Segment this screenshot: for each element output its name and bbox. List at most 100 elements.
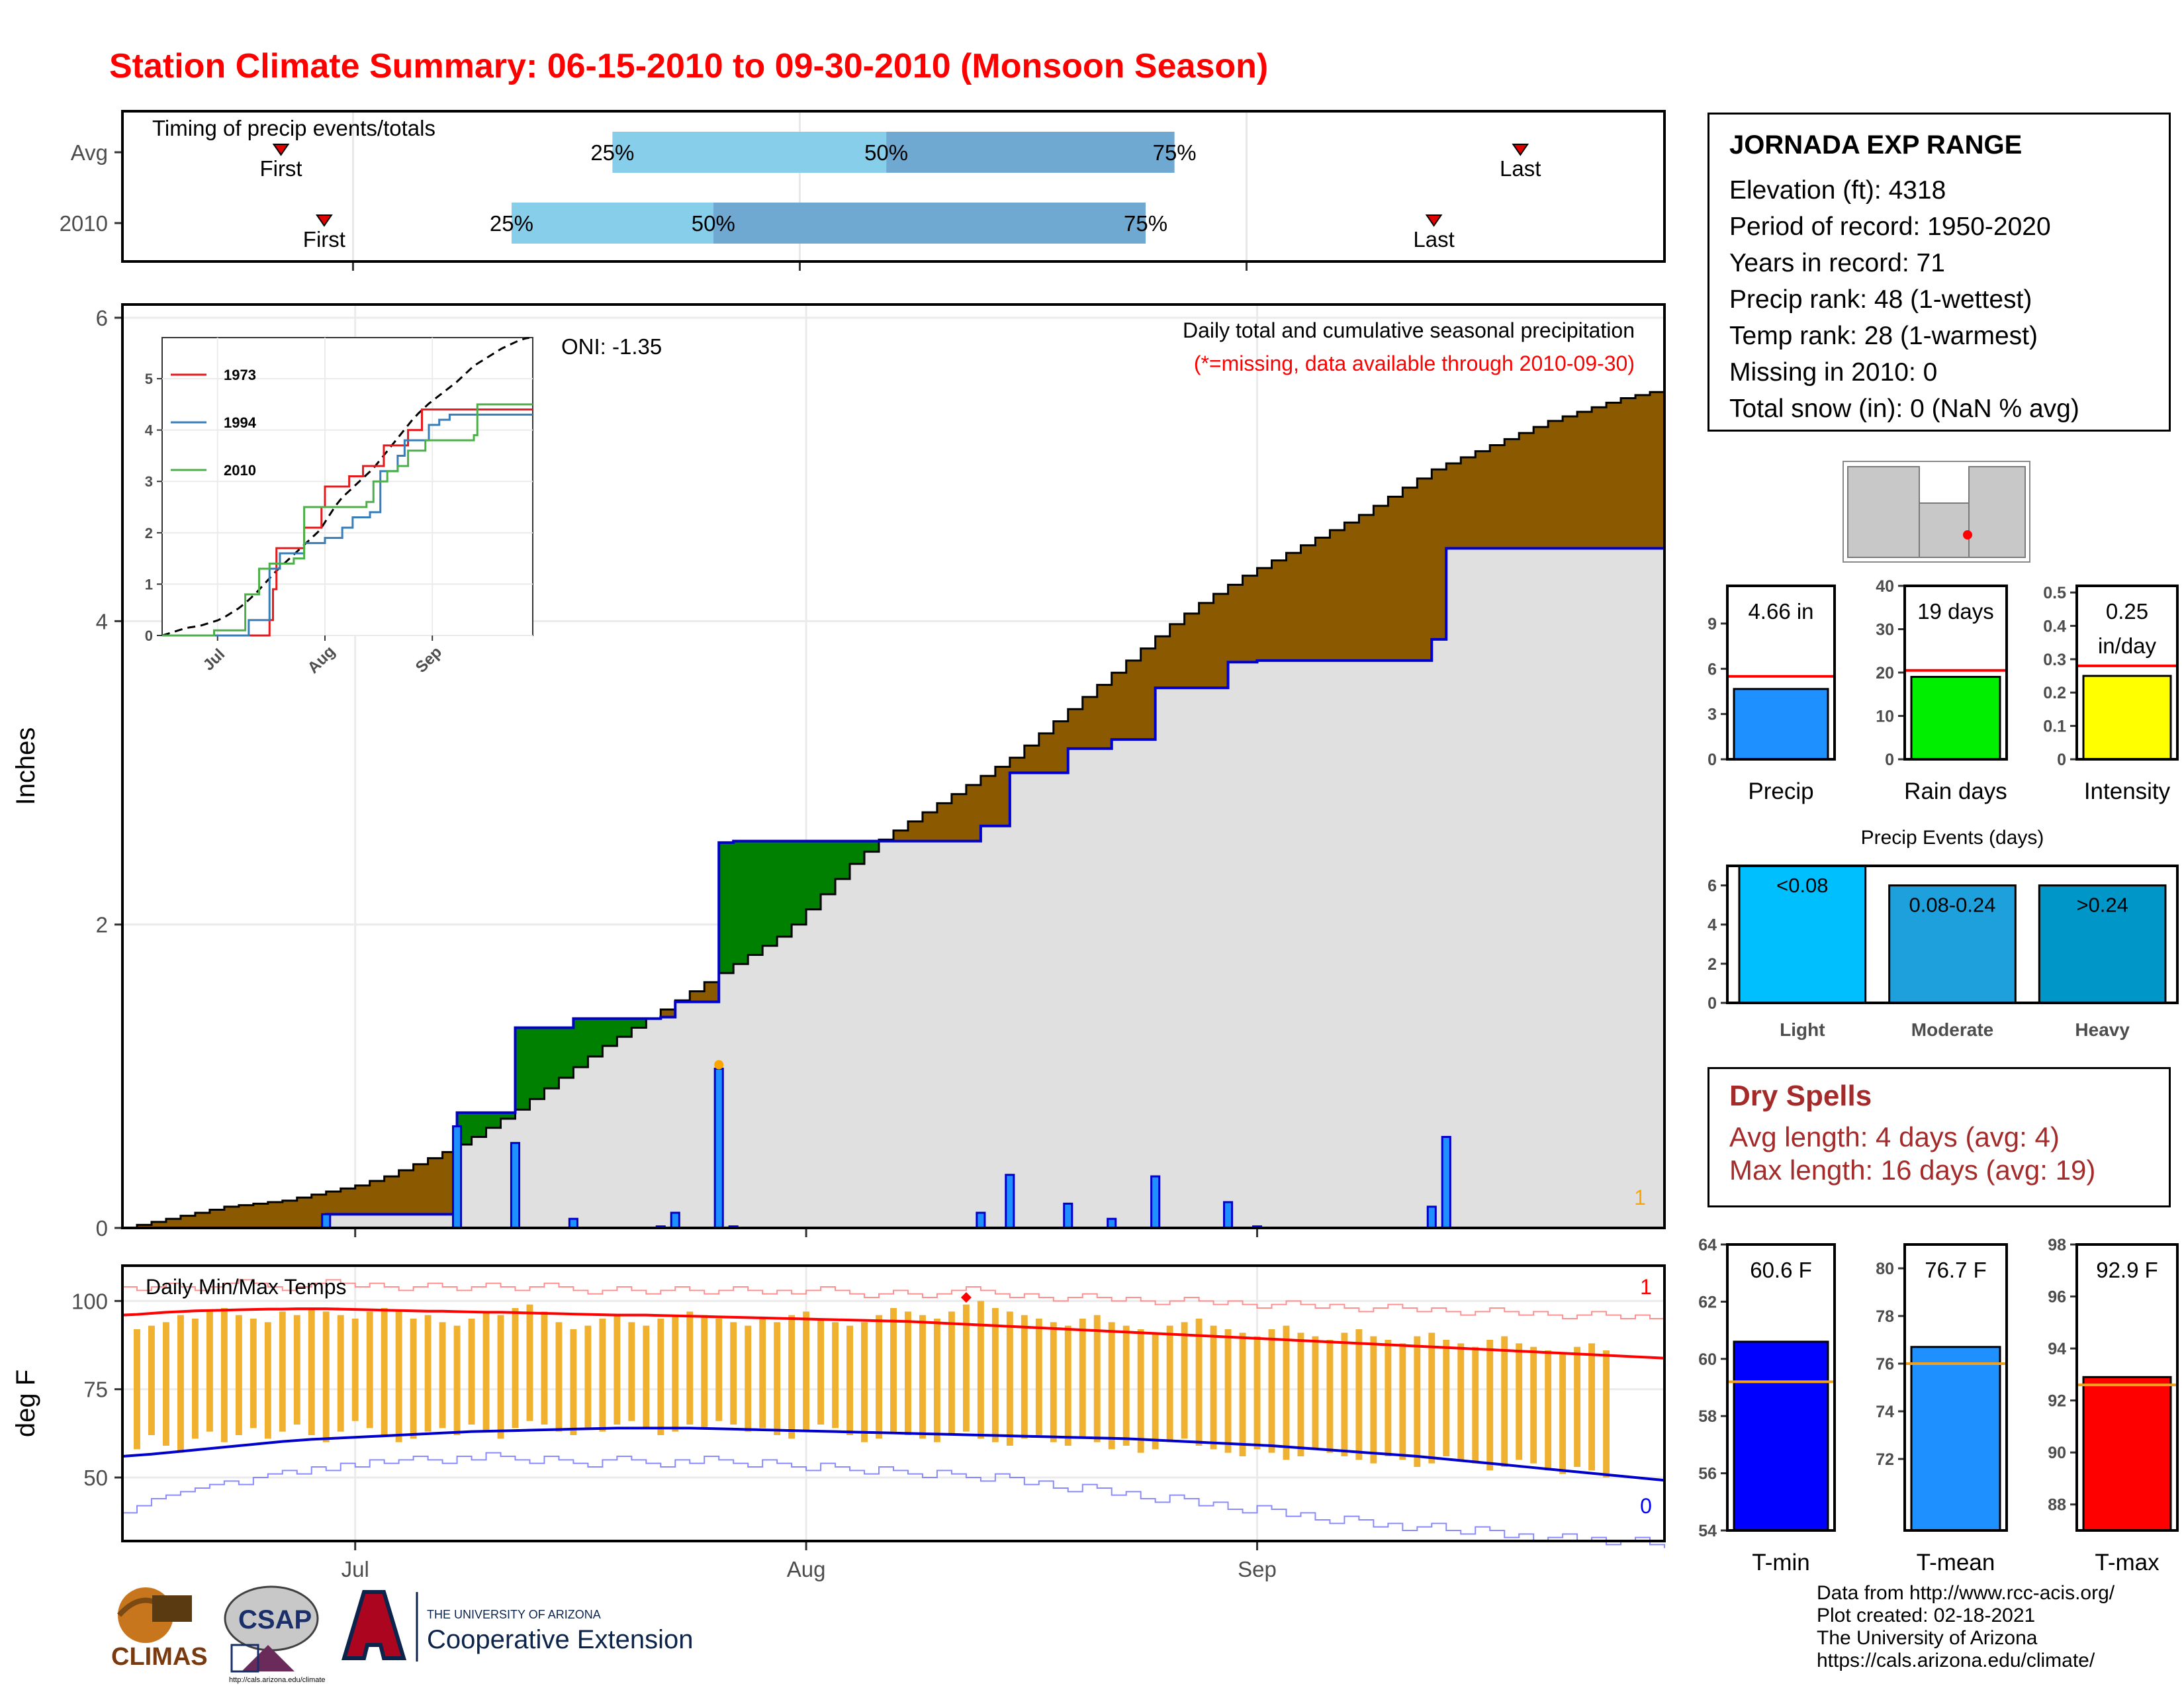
psum-intensity-frame <box>2075 585 2179 761</box>
temps-daily-range-bar <box>701 1315 708 1429</box>
tsum-tmax-ytick-label: 92 <box>2048 1392 2066 1411</box>
temps-record-high-count: 1 <box>1640 1275 1652 1299</box>
timing-bar-q25-q50 <box>511 203 713 244</box>
psum-intensity-category-label: Intensity <box>2084 778 2171 804</box>
precip-events-ytick-label: 0 <box>1707 994 1717 1013</box>
dry-spells-title: Dry Spells <box>1729 1080 1872 1112</box>
tsum-tmax-value-label: 92.9 F <box>2096 1258 2158 1282</box>
tsum-tmean-ytick-label: 76 <box>1876 1355 1894 1374</box>
psum-precip: 0 3 6 9 4.66 in Precip <box>1707 585 1836 804</box>
temps-ylabel: deg F <box>11 1370 40 1437</box>
temps-ytick-label: 100 <box>71 1289 108 1313</box>
logo-strip: CLIMAS CSAP http://cals.arizona.edu/clim… <box>106 1579 748 1685</box>
tsum-tmean-ytick-label: 78 <box>1876 1307 1894 1326</box>
timing-row-label: Avg <box>71 140 108 165</box>
psum-precip-ytick-label: 9 <box>1707 615 1717 633</box>
temps-frame <box>121 1264 1666 1542</box>
temps-daily-range-bar <box>1297 1333 1304 1456</box>
temps-daily-range-bar <box>1414 1336 1421 1467</box>
station-period: Period of record: 1950-2020 <box>1729 212 2051 241</box>
precip-oni: ONI: -1.35 <box>561 334 662 359</box>
station-missing: Missing in 2010: 0 <box>1729 358 1938 387</box>
temps-daily-range-bar <box>599 1319 606 1432</box>
temps-daily-range-bar <box>1253 1336 1261 1450</box>
temps-daily-range-bar <box>846 1325 854 1435</box>
dry-spells-avg: Avg length: 4 days (avg: 4) <box>1729 1121 2060 1152</box>
station-temp-rank: Temp rank: 28 (1-warmest) <box>1729 322 2038 350</box>
psum-precip-bar <box>1733 688 1829 761</box>
precip-events-bar-label: 0.08-0.24 <box>1909 894 1996 917</box>
credit-data-source: Data from http://www.rcc-acis.org/ <box>1817 1582 2115 1604</box>
tsum-tmax: 88 90 92 94 96 98 92.9 F T-max <box>2048 1236 2179 1575</box>
tsum-tmin-ytick-label: 64 <box>1698 1236 1717 1254</box>
temps-daily-range-bar <box>1501 1336 1508 1467</box>
tsum-tmean-ytick-label: 72 <box>1876 1450 1894 1469</box>
inset-series-1994 <box>162 413 533 637</box>
precip-events-frame <box>1726 865 2179 1004</box>
timing-label-q75: 75% <box>1124 211 1167 236</box>
temps-daily-range-bar <box>1108 1322 1115 1450</box>
temps-daily-range-bar <box>1472 1346 1479 1464</box>
temps-daily-range-bar <box>337 1315 344 1432</box>
psum-intensity-ytick-label: 0.5 <box>2043 584 2066 602</box>
precip-daily-bar <box>670 1211 680 1229</box>
timing-marker-last <box>1512 144 1529 156</box>
precip-events-category-label: Moderate <box>1911 1019 1993 1040</box>
temps-daily-range-bar <box>1122 1325 1130 1446</box>
precip-daily-bar <box>1150 1175 1161 1229</box>
map-states <box>1847 466 2026 558</box>
temps-daily-range-bar <box>1516 1343 1523 1460</box>
tsum-tmean-ytick-label: 80 <box>1876 1260 1894 1278</box>
psum-precip-value-label: 4.66 in <box>1748 599 1813 624</box>
temps-daily-range-bar <box>861 1322 868 1442</box>
temps-daily-range-bar <box>512 1308 519 1429</box>
tsum-tmax-category-label: T-max <box>2095 1550 2160 1575</box>
temps-daily-range-bar <box>730 1322 737 1425</box>
temps-daily-range-bar <box>322 1311 330 1442</box>
psum-raindays-ytick-label: 20 <box>1876 664 1894 682</box>
temps-daily-range-bar <box>832 1322 839 1429</box>
precip-subtitle: (*=missing, data available through 2010-… <box>1194 352 1635 375</box>
temps-daily-range-bar <box>1370 1336 1377 1464</box>
temps-daily-range-bar <box>1006 1311 1013 1446</box>
temps-daily-range-bar <box>1443 1340 1450 1456</box>
csap-url: http://cals.arizona.edu/climate <box>229 1676 326 1684</box>
temps-daily-range-bar <box>817 1319 825 1425</box>
tsum-tmean-category-label: T-mean <box>1917 1550 1995 1575</box>
tsum-tmin-ytick-label: 56 <box>1698 1465 1717 1483</box>
inset-ytick-label: 4 <box>145 422 154 439</box>
precip-daily-bar <box>976 1211 986 1229</box>
temps-daily-range-bar <box>482 1311 490 1432</box>
temps-daily-range-bar <box>220 1308 228 1442</box>
timing-label-last: Last <box>1500 156 1541 181</box>
temps-daily-range-bar <box>1385 1340 1392 1456</box>
inset-series-1973 <box>162 408 533 637</box>
temps-daily-range-bar <box>526 1304 533 1421</box>
psum-raindays-value-label: 19 days <box>1917 599 1994 624</box>
precip-daily-bar <box>1426 1205 1437 1229</box>
temps-daily-range-bar <box>1035 1319 1042 1435</box>
credits: Data from http://www.rcc-acis.org/ Plot … <box>1817 1582 2115 1672</box>
precip-daily-bar <box>568 1217 578 1229</box>
inset-ytick-label: 0 <box>145 628 153 644</box>
temps-daily-range-bar <box>715 1319 723 1421</box>
inset-legend-label: 1973 <box>224 367 256 383</box>
temps-panel: 50 75 100 Jul Aug Sep deg F Daily Min/Max Temps… <box>11 1264 1666 1581</box>
temps-daily-range-bar <box>1181 1322 1188 1439</box>
tsum-tmin-ytick-label: 58 <box>1698 1407 1717 1426</box>
psum-raindays-ytick-label: 40 <box>1876 577 1894 596</box>
tsum-tmean-ytick-label: 74 <box>1876 1403 1894 1421</box>
temps-daily-range-bar <box>453 1325 461 1435</box>
temps-xtick-label: Aug <box>787 1557 826 1581</box>
inset-legend-label: 2010 <box>224 462 256 479</box>
temps-daily-range-bar <box>1195 1319 1203 1446</box>
tsum-tmax-ytick-label: 90 <box>2048 1444 2066 1462</box>
psum-precip-frame <box>1726 585 1836 761</box>
psum-raindays: 0 10 20 30 40 19 days Rain days <box>1876 577 2008 804</box>
psum-raindays-ytick-label: 10 <box>1876 708 1894 726</box>
inset-ytick-label: 3 <box>145 473 153 490</box>
precip-events-ytick-label: 6 <box>1707 877 1717 896</box>
temps-daily-range-bar <box>293 1315 300 1425</box>
station-years: Years in record: 71 <box>1729 249 1945 277</box>
